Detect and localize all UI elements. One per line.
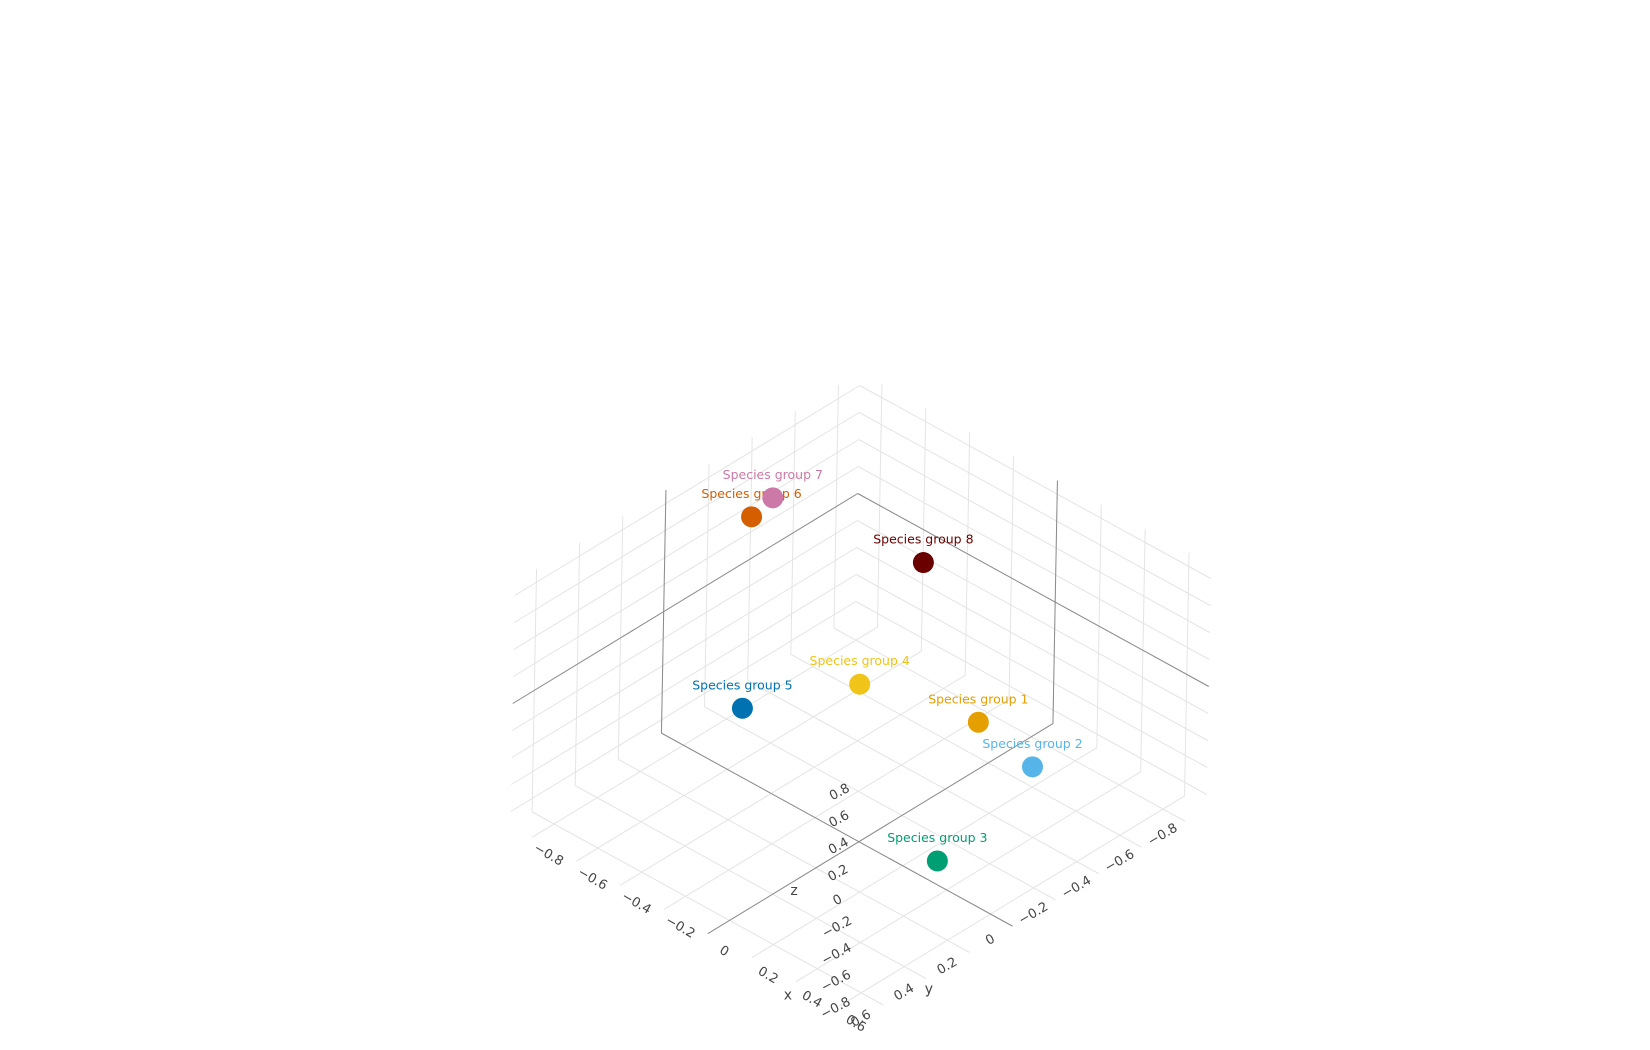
x-tick-label: −0.6	[575, 865, 610, 894]
gridline-y	[790, 653, 1143, 848]
gridline-z	[858, 439, 1210, 633]
data-point[interactable]: Species group 3	[887, 830, 988, 872]
point-marker[interactable]	[741, 506, 763, 528]
gridline-z	[512, 466, 859, 677]
point-marker[interactable]	[849, 673, 871, 695]
x-tick-label: −0.8	[531, 841, 566, 870]
data-points[interactable]: Species group 1 Species group 2 Species gr…	[692, 467, 1083, 872]
y-tick-label: 0	[983, 932, 998, 949]
gridline-z	[510, 574, 857, 785]
point-label: Species group 3	[887, 830, 987, 845]
gridline-z	[510, 601, 857, 812]
gridline-z	[859, 412, 1211, 606]
z-tick-label: 0.2	[826, 862, 851, 885]
zeroline-x-floor	[707, 723, 1054, 934]
point-label: Species group 5	[692, 677, 792, 692]
point-label: Species group 2	[982, 736, 1082, 751]
gridline-z	[514, 385, 861, 596]
data-point[interactable]: Species group 7	[723, 467, 823, 509]
gridline-y	[704, 706, 1056, 901]
z-tick-label: 0.8	[827, 781, 852, 804]
axis-layer	[512, 480, 1209, 934]
axis-titles: x y z	[784, 883, 933, 1004]
gridline-z	[513, 439, 860, 650]
point-marker[interactable]	[926, 850, 948, 872]
data-point[interactable]: Species group 5	[692, 677, 793, 719]
gridline-z	[858, 466, 1210, 660]
gridline-z	[513, 412, 860, 623]
gridline-x	[751, 747, 1098, 959]
point-label: Species group 8	[873, 532, 973, 547]
gridline-z	[856, 574, 1208, 768]
data-point[interactable]: Species group 1	[928, 691, 1029, 733]
grid-layer	[510, 384, 1211, 1007]
point-marker[interactable]	[731, 697, 753, 719]
data-point[interactable]: Species group 2	[982, 736, 1083, 778]
data-point[interactable]: Species group 6	[701, 486, 802, 528]
gridline-z	[511, 547, 858, 758]
point-label: Species group 4	[810, 653, 910, 668]
zeroline-y-floor	[661, 732, 1013, 927]
point-marker[interactable]	[762, 487, 784, 509]
y-tick-label: −0.4	[1059, 873, 1094, 902]
gridline-x	[619, 674, 966, 886]
point-marker[interactable]	[1022, 756, 1043, 778]
point-label: Species group 7	[723, 467, 823, 482]
y-tick-label: 0.4	[891, 981, 916, 1004]
data-point[interactable]: Species group 4	[810, 653, 910, 695]
y-tick-label: −0.8	[1146, 821, 1181, 850]
gridline-z	[857, 520, 1209, 714]
z-tick-label: 0.4	[826, 835, 851, 858]
gridline-x	[795, 771, 1141, 983]
z-tick-label: 0.6	[827, 808, 852, 831]
point-marker[interactable]	[967, 711, 989, 733]
z-axis-title: z	[790, 883, 797, 899]
x-tick-label: −0.2	[663, 913, 698, 942]
x-axis-title: x	[784, 988, 792, 1004]
gridline-x	[839, 795, 1185, 1007]
gridline-y	[574, 785, 927, 980]
y-tick-label: 0.2	[935, 955, 960, 978]
gridline-z	[855, 601, 1207, 795]
z-tick-label: −0.4	[819, 940, 854, 968]
gridline-y	[531, 811, 884, 1006]
y-tick-label: −0.2	[1016, 899, 1051, 928]
z-tick-label: −0.2	[820, 913, 855, 941]
point-label: Species group 1	[928, 691, 1028, 706]
zeroline-z-back	[512, 493, 859, 704]
point-label: Species group 6	[701, 486, 801, 501]
gridline-y	[747, 680, 1099, 875]
x-tick-label: 0	[717, 943, 732, 960]
x-tick-label: 0.2	[755, 964, 780, 987]
zeroline-z-side	[857, 493, 1209, 687]
gridline-y	[833, 627, 1186, 822]
gridline-x	[532, 626, 878, 838]
gridline-y	[618, 758, 970, 953]
tick-labels: −0.8−0.6−0.4−0.200.20.40.6−0.8−0.6−0.4−0…	[531, 781, 1180, 1036]
y-axis-title: y	[925, 981, 933, 997]
gridline-x	[663, 699, 1010, 910]
x-tick-label: −0.4	[619, 889, 654, 918]
point-marker[interactable]	[912, 552, 934, 574]
gridline-z	[859, 385, 1211, 579]
gridline-z	[511, 520, 858, 731]
gridline-z	[856, 547, 1208, 741]
z-tick-label: 0	[831, 892, 845, 909]
y-tick-label: −0.6	[1102, 847, 1137, 876]
z-tick-label: −0.6	[819, 967, 854, 995]
data-point[interactable]: Species group 8	[873, 532, 974, 574]
